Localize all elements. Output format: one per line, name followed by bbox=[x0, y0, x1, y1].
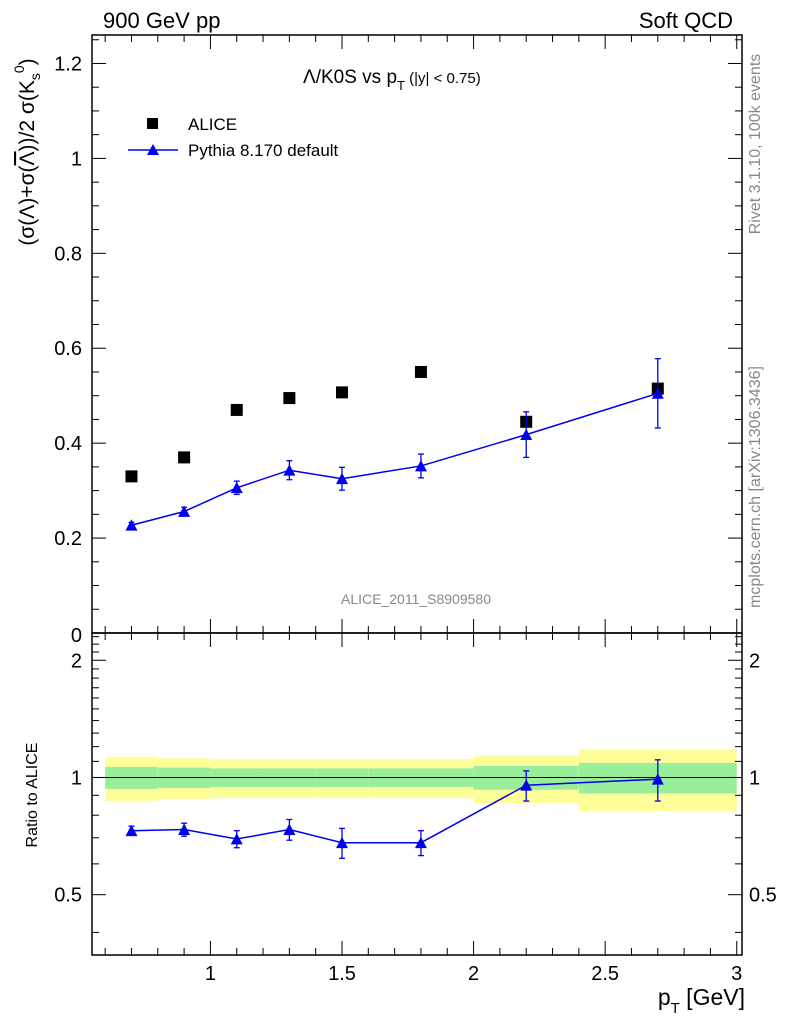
main-y-tick-label: 1 bbox=[71, 148, 82, 170]
ratio-y-tick-label-right: 0.5 bbox=[749, 885, 777, 907]
legend-marker-pythia bbox=[147, 144, 159, 155]
header-right-label: Soft QCD bbox=[639, 8, 733, 33]
ratio-data-point bbox=[520, 779, 533, 791]
alice-data-point bbox=[178, 451, 191, 464]
main-y-axis-label: (σ(Λ)+σ(Λ))/2 σ(Ks0) bbox=[11, 58, 43, 245]
main-legend: ALICE Pythia 8.170 default bbox=[128, 115, 339, 160]
mcplots-reference-label: mcplots.cern.ch [arXiv:1306.3436] bbox=[747, 366, 764, 608]
main-y-tick-label: 0.2 bbox=[54, 528, 82, 550]
ratio-data-point bbox=[178, 823, 191, 835]
x-tick-label: 1 bbox=[205, 963, 216, 985]
ratio-y-tick-label-right: 1 bbox=[749, 767, 760, 789]
ratio-panel-frame bbox=[91, 632, 743, 956]
x-tick-label: 1.5 bbox=[328, 963, 356, 985]
analysis-watermark: ALICE_2011_S8909580 bbox=[341, 591, 491, 607]
ratio-panel-ticks: 1 1.5 2 2.5 3 0.5 0.5 1 1 2 2 bbox=[54, 633, 777, 985]
pythia-data-point bbox=[283, 464, 296, 476]
pythia-data-point bbox=[125, 519, 138, 531]
ratio-data-point bbox=[125, 824, 138, 837]
main-y-tick-label: 0.4 bbox=[54, 433, 82, 455]
legend-marker-alice bbox=[147, 118, 158, 129]
alice-data-point bbox=[125, 470, 138, 483]
pythia-data-point bbox=[336, 472, 348, 485]
main-y-tick-label: 0.6 bbox=[54, 338, 82, 360]
ratio-data-point bbox=[414, 836, 427, 849]
ratio-data-point bbox=[651, 773, 664, 785]
pythia-data-point bbox=[520, 428, 533, 441]
pythia-data-point bbox=[651, 387, 664, 399]
ratio-pythia-line bbox=[131, 778, 658, 844]
x-tick-label: 2.5 bbox=[591, 963, 619, 985]
ratio-y-tick-label: 1 bbox=[71, 767, 82, 789]
main-y-tick-label: 0.8 bbox=[54, 243, 82, 265]
legend-label-pythia: Pythia 8.170 default bbox=[188, 141, 339, 160]
main-chart-title: Λ/K0S vs pT (|y| < 0.75) bbox=[303, 67, 481, 93]
main-y-tick-label: 1.2 bbox=[54, 53, 82, 75]
rivet-version-label: Rivet 3.1.10, 100k events bbox=[747, 54, 764, 235]
pythia-data-point bbox=[230, 481, 243, 494]
ratio-data-point bbox=[283, 823, 296, 835]
ratio-data-point bbox=[336, 836, 348, 849]
pythia-line bbox=[131, 392, 659, 526]
alice-data-point bbox=[230, 403, 243, 416]
pythia-data-point bbox=[178, 505, 191, 517]
pythia-data-point bbox=[414, 459, 427, 472]
ratio-y-tick-label: 2 bbox=[71, 650, 82, 672]
ratio-y-axis-label: Ratio to ALICE bbox=[24, 743, 41, 848]
main-panel-ticks: 0.2 0.4 0.6 0.8 1 1.2 0 bbox=[54, 35, 742, 647]
alice-data-point bbox=[283, 392, 296, 405]
alice-data-point bbox=[414, 365, 427, 378]
legend-label-alice: ALICE bbox=[188, 115, 237, 134]
main-panel-series bbox=[125, 358, 664, 531]
x-tick-label: 3 bbox=[731, 963, 742, 985]
ratio-y-tick-label: 0.5 bbox=[54, 885, 82, 907]
ratio-y-tick-label-right: 2 bbox=[749, 650, 760, 672]
x-axis-label: pT [GeV] bbox=[658, 984, 745, 1017]
header-left-label: 900 GeV pp bbox=[103, 8, 220, 33]
x-tick-label: 2 bbox=[468, 963, 479, 985]
ratio-panel-series bbox=[125, 759, 664, 859]
ratio-data-point bbox=[230, 833, 243, 845]
alice-data-point bbox=[336, 386, 348, 399]
main-y-tick-label-zero: 0 bbox=[71, 625, 82, 647]
